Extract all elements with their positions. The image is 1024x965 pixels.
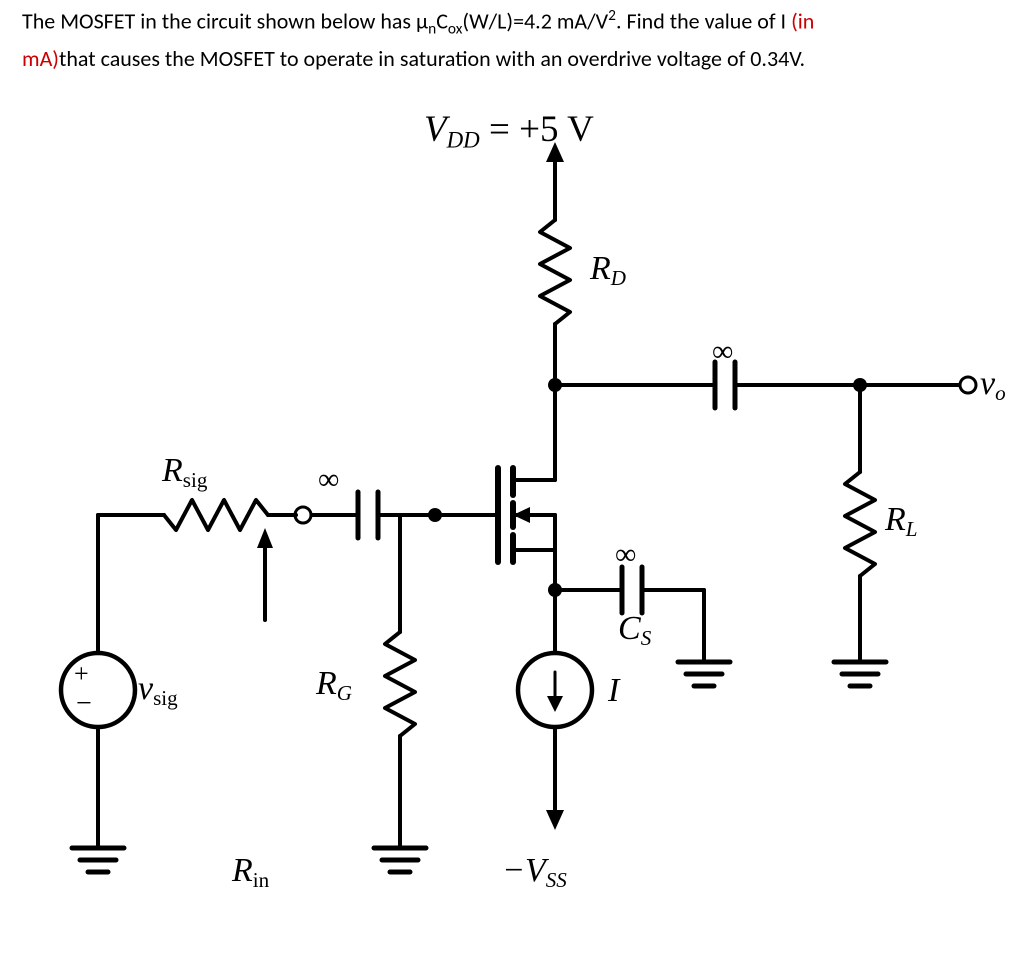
- resistor-rg: [385, 632, 415, 736]
- label-vdd: VDD = +5 V: [424, 108, 594, 153]
- label-vsig: vsig: [138, 670, 178, 711]
- label-rin: Rin: [232, 852, 269, 893]
- q-line2-post: that causes the MOSFET to operate in sat…: [59, 45, 805, 72]
- infinity-cs-cap: ∞: [615, 538, 636, 572]
- label-cs: CS: [618, 610, 651, 651]
- infinity-in-cap: ∞: [318, 463, 339, 497]
- terminal-vo: [960, 377, 976, 393]
- vsig-minus: −: [76, 688, 92, 719]
- circuit-svg: + −: [0, 90, 1024, 960]
- q-line1-mid2: (W/L)=4.2 mA/V: [462, 7, 608, 34]
- q-line1-red: (in: [791, 7, 814, 34]
- infinity-out-cap: ∞: [712, 335, 733, 369]
- q-line1-pre: The MOSFET in the circuit shown below ha…: [22, 7, 428, 34]
- label-rg: RG: [316, 665, 352, 706]
- arrow-vss: [546, 810, 564, 830]
- question-text: The MOSFET in the circuit shown below ha…: [22, 4, 1002, 76]
- circuit-diagram: + −: [0, 90, 1024, 960]
- q-sub-ox: ox: [448, 20, 462, 39]
- q-line1-mid1: C: [436, 7, 448, 34]
- q-line2-red: mA): [22, 45, 59, 72]
- vsig-plus: +: [74, 659, 89, 688]
- resistor-rd: [540, 220, 570, 324]
- resistor-rsig: [164, 500, 268, 530]
- label-rl: RL: [885, 501, 918, 542]
- resistor-rl: [845, 472, 875, 576]
- source-vsig-circle: [61, 653, 135, 727]
- q-sub-n: n: [428, 20, 436, 39]
- label-rd: RD: [590, 250, 626, 291]
- label-vo: vo: [980, 365, 1006, 406]
- rin-arrowhead: [257, 528, 273, 548]
- label-rsig: Rsig: [162, 452, 207, 493]
- label-vss: −VSS: [502, 852, 567, 893]
- q-line1-post: . Find the value of I: [616, 7, 791, 34]
- q-sup-2: 2: [608, 6, 616, 25]
- label-i: I: [608, 672, 619, 710]
